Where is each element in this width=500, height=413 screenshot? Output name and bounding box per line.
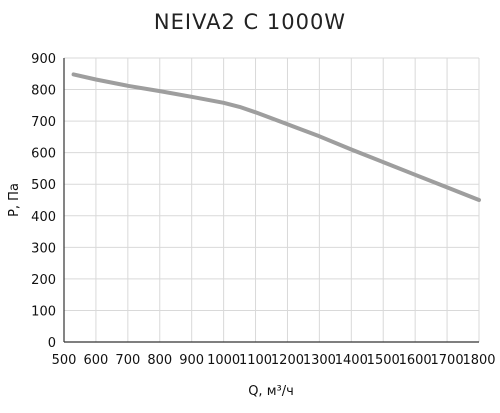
x-tick-label: 700 (115, 353, 140, 368)
x-tick-label: 900 (179, 353, 204, 368)
x-tick-label: 1300 (303, 353, 336, 368)
y-tick-label: 100 (31, 304, 56, 319)
chart-title: NEIVA2 C 1000W (153, 10, 347, 34)
x-tick-label: 1700 (431, 353, 464, 368)
axis-layer (63, 58, 479, 343)
label-layer: 500 600 700 800 900 1000110012001300140015001… (31, 52, 495, 368)
x-axis-label: Q, м³/ч (248, 384, 294, 399)
y-tick-label: 200 (31, 273, 56, 288)
x-tick-label: 1100 (239, 353, 272, 368)
x-tick-label: 1500 (367, 353, 400, 368)
y-tick-label: 0 (48, 336, 56, 351)
y-tick-label: 800 (31, 84, 56, 99)
y-tick-label: 400 (31, 210, 56, 225)
x-tick-label: 800 (147, 353, 172, 368)
x-tick-label: 600 (84, 353, 109, 368)
y-tick-label: 900 (31, 52, 56, 67)
y-axis-label: P, Па (7, 183, 22, 217)
y-tick-label: 500 (31, 178, 56, 193)
x-tick-label: 500 (52, 353, 77, 368)
series-layer (71, 72, 481, 202)
y-tick-label: 300 (31, 241, 56, 256)
grid-layer (64, 57, 480, 342)
y-tick-label: 600 (31, 147, 56, 162)
y-tick-label: 700 (31, 115, 56, 130)
series-line (71, 72, 481, 202)
x-tick-label: 1200 (271, 353, 304, 368)
x-tick-label: 1800 (462, 353, 495, 368)
x-tick-label: 1600 (399, 353, 432, 368)
x-tick-label: 1400 (335, 353, 368, 368)
x-tick-label: 1000 (207, 353, 240, 368)
